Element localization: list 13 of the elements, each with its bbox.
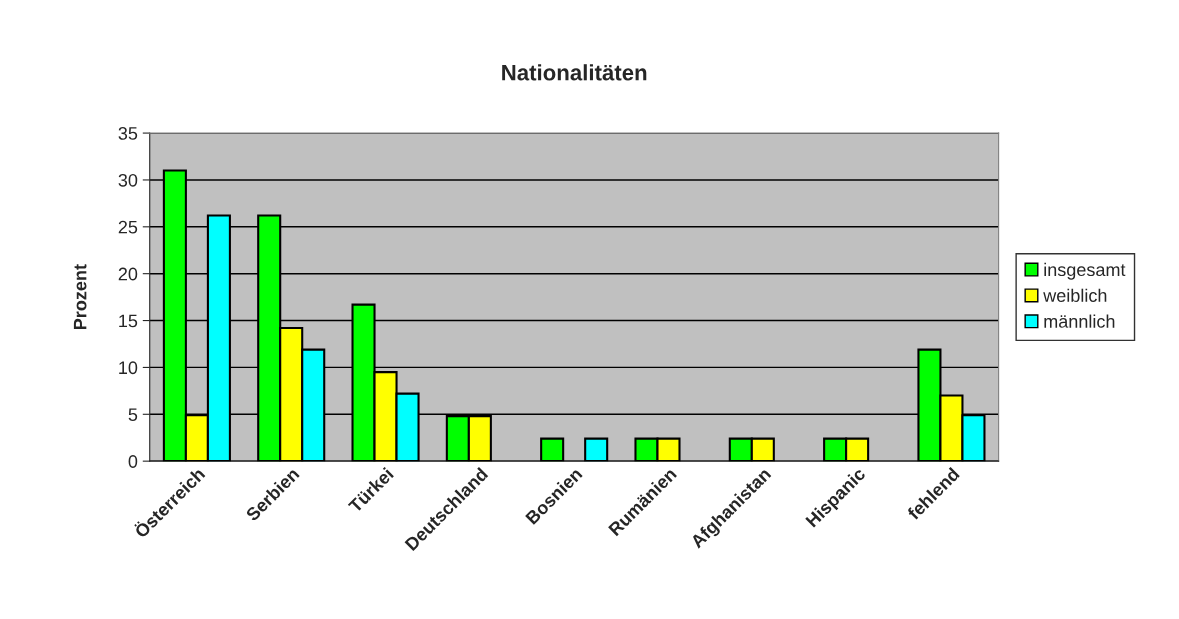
y-tick-label: 10 (119, 361, 138, 375)
chart-title: Nationalitäten (502, 64, 647, 81)
y-tick-label: 0 (128, 455, 138, 468)
y-tick-label: 20 (118, 267, 138, 281)
legend-label: insgesamt (1044, 262, 1126, 280)
y-tick-label: 25 (118, 220, 138, 234)
legend-label: weiblich (1043, 288, 1107, 302)
y-tick-label: 5 (128, 408, 138, 422)
y-tick-label: 35 (118, 127, 138, 140)
y-tick-label: 15 (119, 314, 138, 328)
y-tick-label: 30 (118, 173, 138, 187)
y-axis-title: Prozent (73, 264, 87, 330)
legend-label: männlich (1044, 314, 1115, 328)
